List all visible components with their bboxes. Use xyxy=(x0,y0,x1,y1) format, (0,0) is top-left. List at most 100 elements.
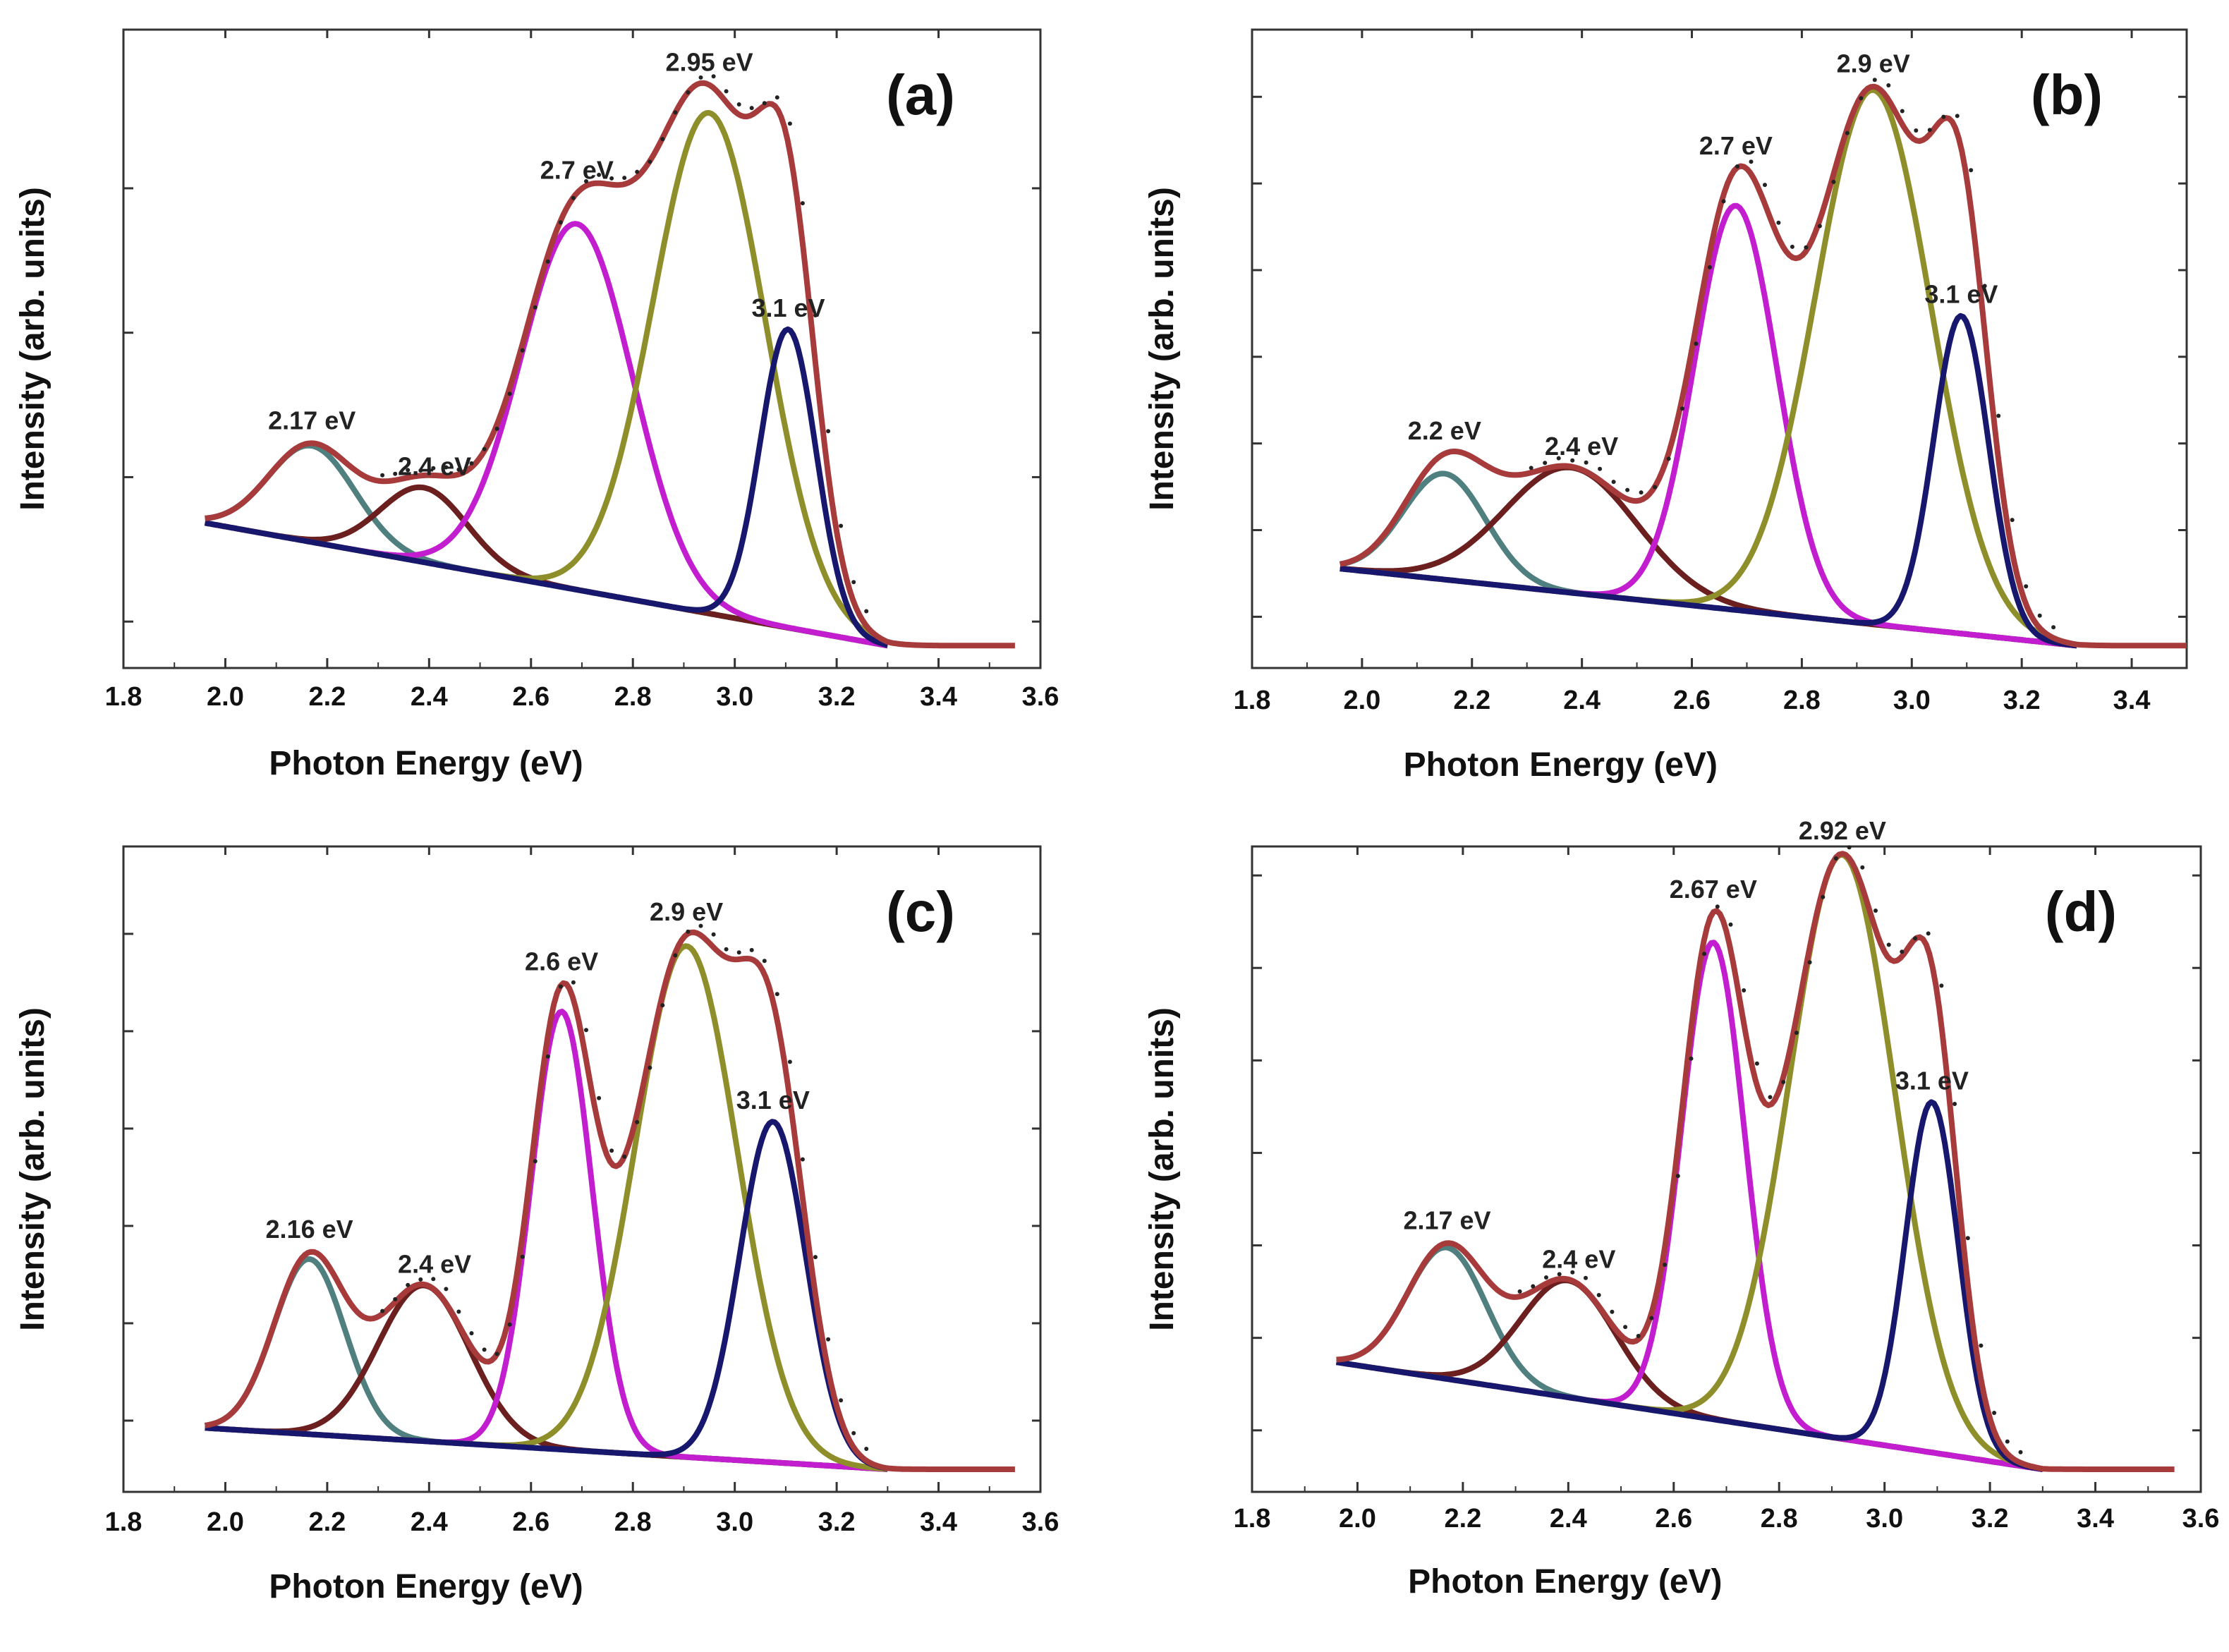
data-point xyxy=(749,947,754,952)
x-tick-label: 1.8 xyxy=(105,682,142,712)
data-point xyxy=(1689,1056,1694,1061)
data-point xyxy=(1570,1270,1575,1275)
peak-label-1: 2.17 eV xyxy=(268,406,356,435)
peak-label-4: 2.95 eV xyxy=(666,47,753,76)
data-point xyxy=(2051,625,2056,630)
panel-label: (a) xyxy=(886,63,955,126)
data-point xyxy=(1735,164,1739,169)
data-point xyxy=(1529,466,1533,470)
data-point xyxy=(1517,1289,1522,1294)
peak-label-2: 2.4 eV xyxy=(398,1249,471,1278)
data-point xyxy=(813,313,818,317)
data-point xyxy=(456,1309,461,1314)
peak-label-2: 2.4 eV xyxy=(1545,432,1618,461)
x-tick-label: 2.8 xyxy=(1761,1504,1798,1533)
data-point xyxy=(711,932,716,937)
data-point xyxy=(1639,490,1644,495)
data-point xyxy=(1702,952,1707,956)
data-point xyxy=(494,1352,499,1356)
x-tick-label: 3.2 xyxy=(2003,686,2041,715)
data-point xyxy=(1982,284,1987,289)
x-tick-label: 3.4 xyxy=(2113,686,2151,715)
data-point xyxy=(1675,1174,1680,1179)
data-point xyxy=(507,1322,512,1327)
data-point xyxy=(1728,922,1733,927)
y-axis-title: Intensity (arb. units) xyxy=(14,187,51,511)
x-tick-label: 3.2 xyxy=(818,1507,856,1537)
data-point xyxy=(571,195,576,200)
data-point xyxy=(507,391,512,396)
data-point xyxy=(469,461,474,466)
data-point xyxy=(749,106,754,111)
x-tick-label: 2.6 xyxy=(1655,1504,1692,1533)
data-point xyxy=(1804,245,1809,250)
data-point xyxy=(584,1028,588,1033)
data-point xyxy=(1584,1275,1588,1280)
data-point xyxy=(787,121,792,126)
data-point xyxy=(711,74,716,79)
data-point xyxy=(1653,485,1658,490)
data-point xyxy=(724,89,729,94)
data-point xyxy=(864,1447,869,1451)
panel-label: (b) xyxy=(2031,63,2103,126)
x-tick-label: 2.0 xyxy=(1343,686,1380,715)
data-point xyxy=(1847,845,1852,850)
y-axis-title: Intensity (arb. units) xyxy=(1143,187,1181,511)
data-point xyxy=(724,947,729,952)
peak-label-2: 2.4 eV xyxy=(398,451,471,480)
data-point xyxy=(622,1154,627,1159)
peak-label-3: 2.67 eV xyxy=(1670,875,1757,904)
data-point xyxy=(406,1282,411,1287)
peak-label-4: 2.9 eV xyxy=(650,897,723,926)
data-point xyxy=(2024,584,2029,589)
x-tick-label: 1.8 xyxy=(1234,1504,1271,1533)
data-point xyxy=(431,466,436,470)
data-point xyxy=(1939,983,1944,988)
data-point xyxy=(1611,480,1616,485)
x-tick-label: 3.4 xyxy=(920,682,957,712)
data-point xyxy=(1663,1263,1668,1267)
data-point xyxy=(851,1431,856,1435)
data-point xyxy=(1790,244,1794,249)
data-point xyxy=(1708,265,1712,269)
data-point xyxy=(609,1148,614,1153)
x-tick-label: 2.0 xyxy=(207,682,244,712)
data-point xyxy=(635,1119,640,1124)
x-tick-label: 2.4 xyxy=(1563,686,1601,715)
panel-d: 1.8 2.0 2.2 2.4 2.6 2.8 3.0 3.2 3.4 3.6 Photon Ene… xyxy=(1143,816,2219,1601)
plot-frame xyxy=(1251,28,2188,669)
data-point xyxy=(2010,518,2015,523)
peak-label-2: 2.4 eV xyxy=(1542,1244,1615,1273)
x-tick-label: 3.6 xyxy=(2182,1504,2220,1533)
data-point xyxy=(1781,1080,1786,1084)
data-point xyxy=(698,923,703,928)
data-point xyxy=(1914,128,1919,133)
data-point xyxy=(698,75,703,80)
data-point xyxy=(1531,1284,1536,1289)
data-point xyxy=(418,468,423,473)
data-point xyxy=(1941,114,1946,119)
data-point xyxy=(571,980,576,985)
data-point xyxy=(520,1254,525,1259)
y-axis-title: Intensity (arb. units) xyxy=(14,1007,51,1331)
x-tick-label: 2.2 xyxy=(308,682,346,712)
x-tick-label: 2.0 xyxy=(1339,1504,1376,1533)
data-point xyxy=(1886,942,1891,947)
data-point xyxy=(1992,1411,1997,1415)
data-point xyxy=(1821,894,1826,899)
data-point xyxy=(800,201,805,206)
data-point xyxy=(1817,224,1822,229)
data-point xyxy=(1557,1272,1562,1277)
panel-label: (c) xyxy=(886,880,955,943)
panel-a: 1.8 2.0 2.2 2.4 2.6 2.8 3.0 3.2 3.4 3.6 Photon Ene… xyxy=(14,28,1059,782)
data-point xyxy=(1996,413,2001,418)
peak-label-5: 3.1 eV xyxy=(1924,280,1998,309)
x-axis-title: Photon Energy (eV) xyxy=(269,745,583,782)
data-point xyxy=(673,110,678,115)
data-point xyxy=(1873,909,1878,913)
data-point xyxy=(1749,159,1754,164)
data-point xyxy=(1544,1275,1548,1280)
peak-label-3: 2.7 eV xyxy=(1699,131,1773,160)
data-point xyxy=(380,1308,385,1313)
